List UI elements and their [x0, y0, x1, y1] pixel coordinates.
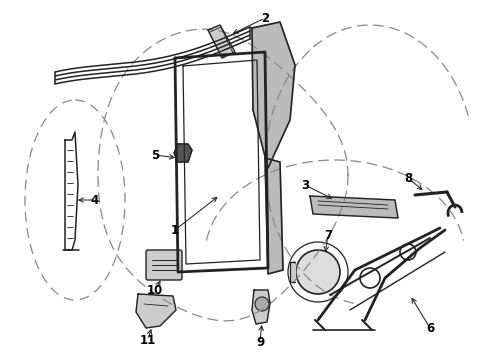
Text: 2: 2 [261, 12, 269, 24]
Text: 4: 4 [91, 194, 99, 207]
Polygon shape [265, 158, 283, 274]
Text: 10: 10 [147, 284, 163, 297]
Polygon shape [174, 144, 192, 162]
Polygon shape [136, 294, 176, 328]
FancyBboxPatch shape [146, 250, 182, 280]
Text: 11: 11 [140, 333, 156, 346]
Text: 5: 5 [151, 149, 159, 162]
Polygon shape [252, 290, 270, 324]
Polygon shape [208, 25, 235, 58]
Text: 9: 9 [256, 336, 264, 348]
Circle shape [296, 250, 340, 294]
Text: 6: 6 [426, 321, 434, 334]
Text: 8: 8 [404, 171, 412, 185]
Polygon shape [310, 196, 398, 218]
Polygon shape [290, 262, 295, 282]
Circle shape [255, 297, 269, 311]
Polygon shape [252, 22, 295, 168]
Text: 7: 7 [324, 229, 332, 242]
Text: 3: 3 [301, 179, 309, 192]
Text: 1: 1 [171, 224, 179, 237]
